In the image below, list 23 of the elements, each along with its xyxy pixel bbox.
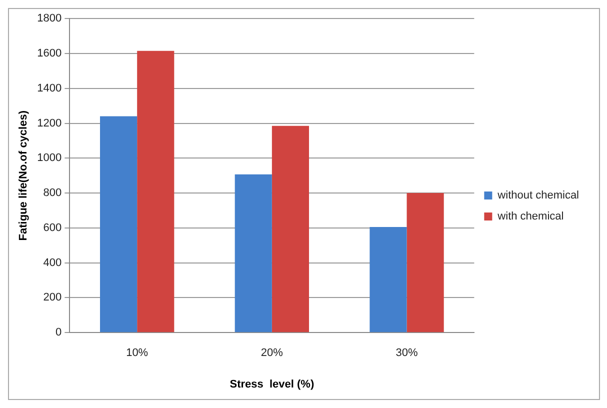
y-axis-title: Fatigue life(No.of cycles) [18,110,30,241]
bar [272,126,310,332]
bar [370,227,407,332]
legend-label: without chemical [496,190,580,202]
y-tick-label: 1400 [37,82,62,94]
bar [100,116,138,332]
y-tick-label: 1000 [37,152,62,164]
y-tick-label: 1800 [37,12,62,25]
bar [406,193,444,332]
y-tick-label: 800 [43,187,62,200]
y-tick-label: 400 [43,256,62,269]
y-tick-label: 1600 [37,48,62,60]
bar [234,174,272,332]
x-tick-label: 30% [396,347,418,360]
x-tick-label: 10% [126,347,148,360]
legend-label: with chemical [496,210,564,223]
y-tick-label: 1200 [37,117,62,130]
x-tick-label: 20% [260,347,284,360]
x-axis-title: Stress level (%) [230,378,314,390]
y-tick-label: 600 [43,222,62,234]
y-tick-label: 200 [43,292,62,304]
y-tick-label: 0 [56,326,62,339]
bar [137,50,174,332]
